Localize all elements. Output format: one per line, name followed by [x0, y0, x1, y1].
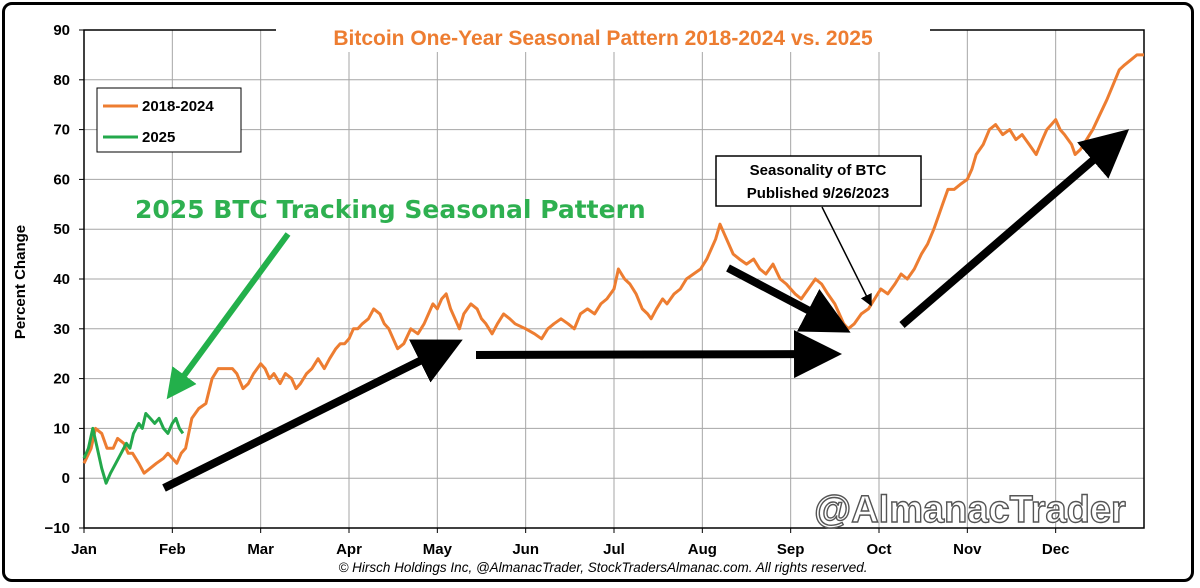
- x-tick-label-jan: Jan: [71, 541, 97, 558]
- trend-arrow-may-sep: [475, 330, 842, 379]
- legend: 2018-2024 2025: [96, 87, 242, 153]
- x-axis-ticks: Jan Feb Mar Apr May Jun Jul Aug Sep Oct Nov Dec: [71, 528, 1069, 558]
- y-tick-label: 90: [53, 22, 70, 39]
- x-tick-label-oct: Oct: [866, 541, 891, 558]
- gridlines: [84, 29, 1144, 529]
- callout-box: [715, 155, 922, 207]
- y-tick-label: 30: [53, 321, 70, 338]
- series-line-2018-2024: [82, 53, 1144, 475]
- legend-box: [96, 87, 242, 153]
- y-tick-label: 50: [53, 221, 70, 238]
- trend-arrow-oct-dec: [899, 129, 1130, 329]
- y-axis-ticks: 90 80 70 60 50 40 30 20 10 0 −10: [45, 22, 84, 537]
- x-tick-label-apr: Apr: [336, 541, 362, 558]
- y-tick-label: 0: [62, 470, 70, 487]
- copyright-footer: © Hirsch Holdings Inc, @AlmanacTrader, S…: [338, 560, 867, 575]
- legend-label-2018-2024: 2018-2024: [142, 98, 214, 115]
- y-tick-label: 80: [53, 72, 70, 89]
- green-arrow: [166, 232, 291, 400]
- y-tick-label: 60: [53, 171, 70, 188]
- series-line-2025: [82, 412, 185, 485]
- title-background: [276, 24, 930, 52]
- x-tick-label-jul: Jul: [603, 541, 625, 558]
- y-tick-label: 70: [53, 122, 70, 139]
- x-tick-label-may: May: [423, 541, 453, 558]
- trend-arrow-aug-sep: [726, 264, 851, 333]
- callout-line-1: Seasonality of BTC: [750, 162, 887, 179]
- chart-title: Bitcoin One-Year Seasonal Pattern 2018-2…: [333, 27, 873, 50]
- green-annotation-label: 2025 BTC Tracking Seasonal Pattern: [135, 195, 646, 224]
- x-tick-label-feb: Feb: [159, 541, 186, 558]
- x-tick-label-sep: Sep: [777, 541, 805, 558]
- x-tick-label-dec: Dec: [1042, 541, 1070, 558]
- y-axis-label: Percent Change: [12, 225, 29, 339]
- x-tick-label-jun: Jun: [512, 541, 539, 558]
- x-tick-label-aug: Aug: [688, 541, 717, 558]
- y-tick-label: −10: [45, 520, 70, 537]
- trend-arrows: [162, 129, 1130, 492]
- callout-line-2: Published 9/26/2023: [747, 185, 890, 202]
- y-tick-label: 20: [53, 371, 70, 388]
- x-tick-label-nov: Nov: [953, 541, 982, 558]
- trend-arrow-jan-may: [162, 339, 463, 492]
- x-tick-label-mar: Mar: [247, 541, 274, 558]
- callout-pointer: [821, 206, 872, 307]
- series-lines: [82, 53, 1144, 485]
- watermark-text: @AlmanacTrader: [814, 489, 1126, 531]
- y-tick-label: 10: [53, 420, 70, 437]
- legend-label-2025: 2025: [142, 129, 175, 146]
- y-tick-label: 40: [53, 271, 70, 288]
- seasonality-callout: Seasonality of BTC Published 9/26/2023: [715, 155, 922, 307]
